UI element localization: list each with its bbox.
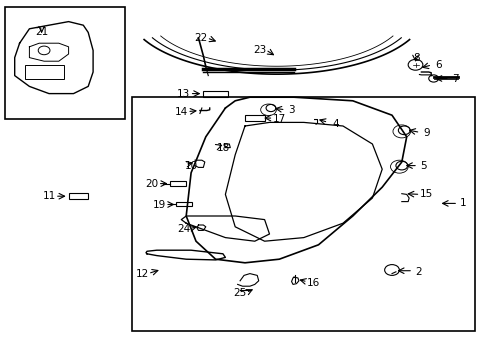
Bar	[203, 91, 228, 97]
Text: 17: 17	[272, 114, 286, 124]
Text: 18: 18	[216, 143, 230, 153]
Bar	[69, 193, 88, 199]
Text: 11: 11	[42, 191, 56, 201]
Text: 19: 19	[152, 200, 166, 210]
Text: 24: 24	[177, 224, 191, 234]
Text: 4: 4	[332, 119, 339, 129]
Text: 21: 21	[35, 27, 49, 37]
Text: 12: 12	[135, 269, 149, 279]
Bar	[170, 181, 186, 186]
Text: 20: 20	[146, 179, 158, 189]
Text: 5: 5	[420, 161, 427, 171]
Text: 1: 1	[460, 198, 466, 208]
Bar	[245, 115, 265, 121]
Text: 16: 16	[307, 278, 320, 288]
Text: 6: 6	[435, 60, 442, 70]
Text: 23: 23	[253, 45, 267, 55]
Text: 3: 3	[288, 105, 295, 115]
Text: 8: 8	[413, 53, 420, 63]
Text: 13: 13	[177, 89, 191, 99]
Text: 7: 7	[452, 74, 459, 84]
Text: 15: 15	[419, 189, 433, 199]
Text: 25: 25	[233, 288, 247, 298]
Bar	[176, 202, 192, 206]
Bar	[24, 65, 64, 79]
Text: 10: 10	[185, 161, 197, 171]
Text: 22: 22	[194, 33, 208, 43]
Text: 14: 14	[174, 107, 188, 117]
Text: 9: 9	[423, 128, 430, 138]
Text: 2: 2	[416, 267, 422, 277]
